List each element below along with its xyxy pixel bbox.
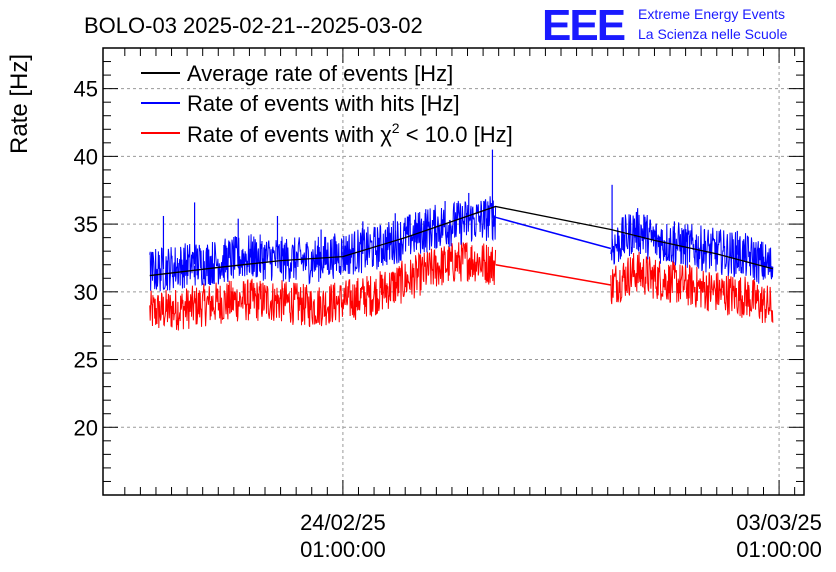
logo-line1: Extreme Energy Events bbox=[638, 6, 785, 22]
legend-chi2-main: Rate of events with bbox=[187, 122, 380, 147]
eee-logo: EEE Extreme Energy Events La Scienza nel… bbox=[542, 1, 788, 50]
y-tick-label: 30 bbox=[74, 280, 98, 305]
y-tick-label: 45 bbox=[74, 77, 98, 102]
series-average bbox=[149, 205, 774, 277]
legend-chi2-sup: 2 bbox=[392, 120, 400, 136]
x-tick-label-date: 24/02/25 bbox=[300, 510, 386, 535]
legend-entry-average: Average rate of events [Hz] bbox=[141, 61, 453, 86]
series-chi2 bbox=[149, 240, 774, 331]
series-noise-band bbox=[149, 196, 497, 292]
series-noise-band bbox=[149, 240, 497, 331]
y-tick-label: 35 bbox=[74, 212, 98, 237]
legend-chi2-symbol: χ bbox=[380, 122, 392, 147]
legend: Average rate of events [Hz] Rate of even… bbox=[141, 61, 513, 147]
plot-frame bbox=[102, 47, 805, 496]
y-tick-label: 20 bbox=[74, 415, 98, 440]
y-axis-label: Rate [Hz] bbox=[6, 54, 33, 154]
x-tick-label-time: 01:00:00 bbox=[300, 537, 386, 562]
logo-letters: EEE bbox=[542, 1, 625, 50]
data-series bbox=[149, 149, 774, 331]
series-noise-band bbox=[610, 251, 774, 324]
legend-label-hits: Rate of events with hits [Hz] bbox=[187, 91, 460, 116]
chart-title: BOLO-03 2025-02-21--2025-03-02 bbox=[84, 13, 423, 38]
series-average-line bbox=[149, 205, 774, 277]
legend-label-average: Average rate of events [Hz] bbox=[187, 61, 453, 86]
series-gap-line bbox=[495, 263, 611, 286]
legend-chi2-end: < 10.0 [Hz] bbox=[400, 122, 513, 147]
y-axis-ticks: 20 25 30 35 40 45 bbox=[74, 47, 804, 482]
y-tick-label: 40 bbox=[74, 144, 98, 169]
y-tick-label: 25 bbox=[74, 348, 98, 373]
series-gap-line bbox=[495, 216, 612, 250]
legend-label-chi2: Rate of events with χ2 < 10.0 [Hz] bbox=[187, 120, 513, 147]
legend-entry-hits: Rate of events with hits [Hz] bbox=[141, 91, 460, 116]
legend-entry-chi2: Rate of events with χ2 < 10.0 [Hz] bbox=[141, 120, 513, 147]
logo-line2: La Scienza nelle Scuole bbox=[638, 26, 788, 42]
plot-border bbox=[102, 47, 805, 496]
x-tick-label-time: 01:00:00 bbox=[736, 537, 822, 562]
x-tick-label-date: 03/03/25 bbox=[736, 510, 822, 535]
